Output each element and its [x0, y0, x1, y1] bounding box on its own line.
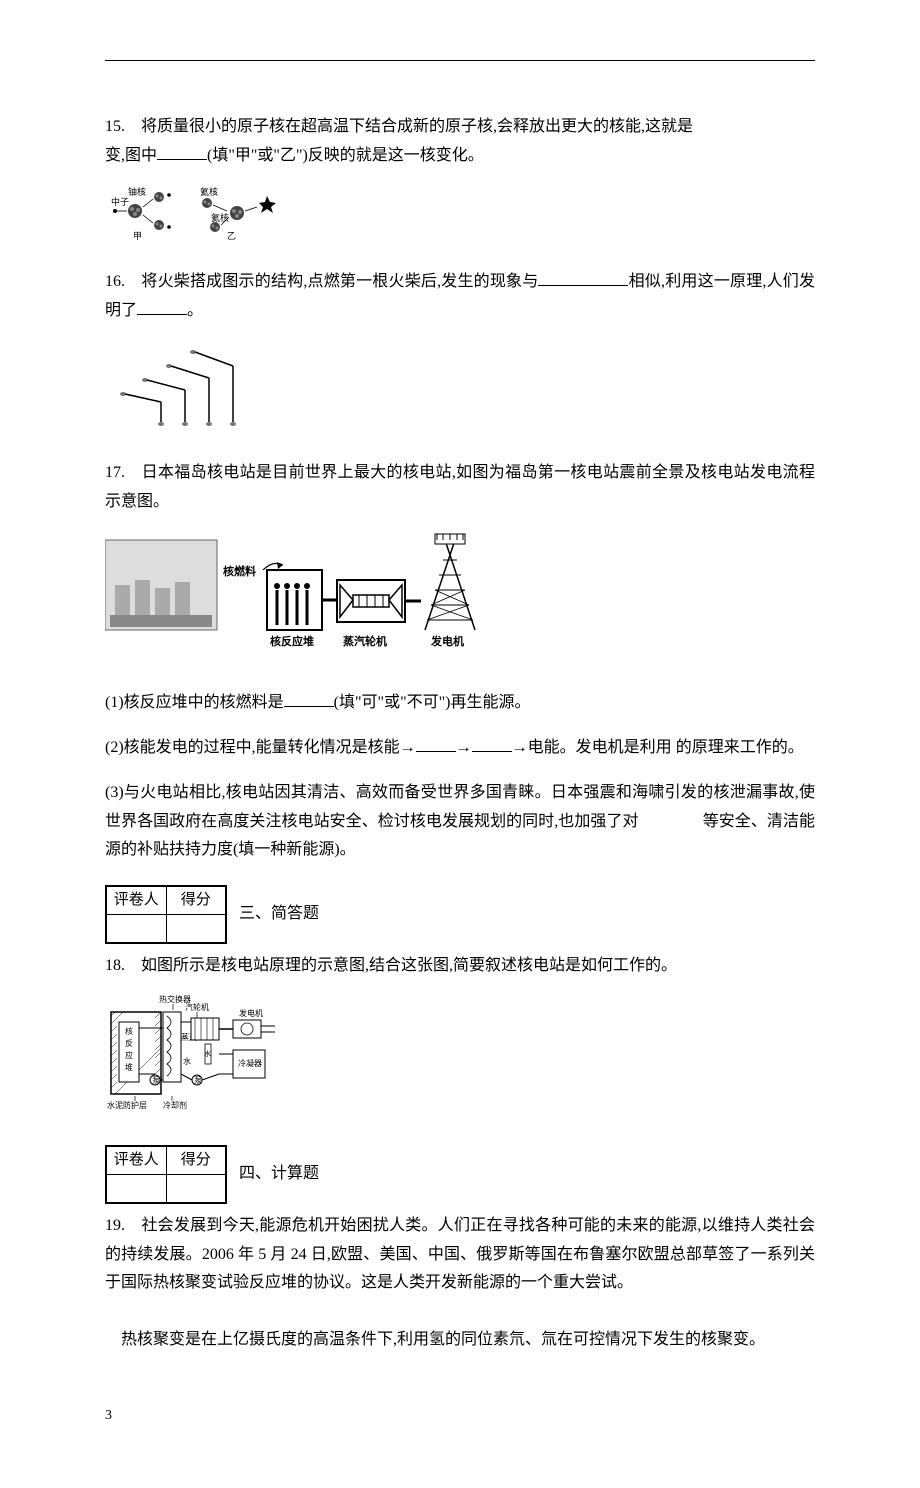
- sch-turbine-label: 汽轮机: [185, 1002, 209, 1012]
- score-table-4: 评卷人 得分: [105, 1145, 227, 1204]
- q16-text3: 。: [187, 302, 203, 319]
- condenser-label: 冷凝器: [238, 1058, 262, 1068]
- grader-header: 评卷人: [106, 886, 166, 915]
- score-cell: [166, 915, 226, 943]
- q17-sub2: (2)核能发电的过程中,能量转化情况是核能→ → →电能。发电机是利用 的原理来工作…: [105, 734, 815, 763]
- reactor-char2: 反: [125, 1038, 133, 1048]
- top-divider: [105, 60, 815, 61]
- question-19-p1: 19. 社会发展到今天,能源危机开始困扰人类。人们正在寻找各种可能的未来的能源,…: [105, 1212, 815, 1298]
- water-label: 水: [183, 1056, 191, 1066]
- coolant-label: 冷却剂: [163, 1100, 187, 1110]
- q16-blank2: [137, 297, 187, 315]
- score-header-4: 得分: [166, 1146, 226, 1175]
- q17-figure: 核燃料 核反应堆 蒸汽轮机: [105, 530, 815, 671]
- q17-sub3-text: (3)与火电站相比,核电站因其清洁、高效而备受世界多国青睐。日本强震和海啸引发的…: [105, 784, 815, 859]
- q17-blank2b: [472, 734, 512, 752]
- q15-figure: 中子 铀核 甲 氦核: [105, 185, 815, 251]
- q17-blank2a: [416, 734, 456, 752]
- nuclear-plant-diagram: 核燃料 核反应堆 蒸汽轮机: [105, 530, 485, 660]
- section-4-header: 评卷人 得分 四、计算题: [105, 1145, 815, 1204]
- q17-sub2-b: →: [456, 739, 472, 756]
- q15-text2: 变,图中: [105, 147, 157, 164]
- q15-text1: 15. 将质量很小的原子核在超高温下结合成新的原子核,会释放出更大的核能,这就是: [105, 118, 693, 135]
- helium-label2: 氦核: [211, 212, 229, 223]
- q17-sub1-b: (填"可"或"不可")再生能源。: [334, 694, 531, 711]
- question-18: 18. 如图所示是核电站原理的示意图,结合这张图,简要叙述核电站是如何工作的。: [105, 952, 815, 981]
- turbine-label: 蒸汽轮机: [343, 634, 387, 648]
- grader-header-4: 评卷人: [106, 1146, 166, 1175]
- reactor-char1: 核: [125, 1026, 133, 1036]
- score-cell-4: [166, 1175, 226, 1203]
- pump1-label: 泵: [152, 1076, 160, 1085]
- section-4-title: 四、计算题: [239, 1160, 319, 1189]
- nuclear-schematic: 热交换器 汽轮机 发电机 核 反 应 堆 泵 蒸: [105, 994, 285, 1114]
- shield-label: 水泥防护层: [107, 1100, 147, 1110]
- q17-intro: 17. 日本福岛核电站是目前世界上最大的核电站,如图为福岛第一核电站震前全景及核…: [105, 464, 815, 510]
- section-3-title: 三、简答题: [239, 900, 319, 929]
- q15-blank: [157, 142, 207, 160]
- score-header: 得分: [166, 886, 226, 915]
- page-number: 3: [105, 1403, 815, 1428]
- q16-text1: 16. 将火柴搭成图示的结构,点燃第一根火柴后,发生的现象与: [105, 273, 538, 290]
- neutron-label: 中子: [111, 196, 129, 207]
- question-16: 16. 将火柴搭成图示的结构,点燃第一根火柴后,发生的现象与相似,利用这一原理,…: [105, 268, 815, 326]
- q16-blank1: [538, 268, 628, 286]
- grader-cell-4: [106, 1175, 166, 1203]
- q17-sub1: (1)核反应堆中的核燃料是 (填"可"或"不可")再生能源。: [105, 689, 815, 718]
- helium-label: 氦核: [200, 186, 218, 197]
- reactor-char3: 应: [125, 1050, 133, 1060]
- reactor-char4: 堆: [125, 1062, 133, 1072]
- q18-figure: 热交换器 汽轮机 发电机 核 反 应 堆 泵 蒸: [105, 994, 815, 1125]
- uranium-label: 铀核: [128, 186, 146, 197]
- q17-blank1: [284, 689, 334, 707]
- fuel-label: 核燃料: [223, 564, 256, 578]
- pump2-label: 泵: [194, 1076, 202, 1085]
- matches-diagram: [115, 340, 245, 430]
- q17-sub1-a: (1)核反应堆中的核燃料是: [105, 694, 284, 711]
- q16-figure: [105, 340, 815, 441]
- generator-label: 发电机: [430, 634, 464, 648]
- question-19-p2: 热核聚变是在上亿摄氏度的高温条件下,利用氢的同位素氘、氚在可控情况下发生的核聚变…: [105, 1326, 815, 1355]
- section-3-header: 评卷人 得分 三、简答题: [105, 885, 815, 944]
- score-table-3: 评卷人 得分: [105, 885, 227, 944]
- q15-text3: (填"甲"或"乙")反映的就是这一核变化。: [207, 147, 484, 164]
- left-label: 甲: [133, 231, 142, 240]
- grader-cell: [106, 915, 166, 943]
- fusion-diagram: 中子 铀核 甲 氦核: [105, 185, 290, 240]
- q17-sub3: (3)与火电站相比,核电站因其清洁、高效而备受世界多国青睐。日本强震和海啸引发的…: [105, 779, 815, 865]
- right-label: 乙: [227, 231, 236, 240]
- reactor-label: 核反应堆: [270, 634, 314, 648]
- q17-sub2-a: (2)核能发电的过程中,能量转化情况是核能→: [105, 739, 416, 756]
- q17-sub2-d: 的原理来工作的。: [676, 739, 804, 756]
- water-label2: 水: [204, 1049, 211, 1058]
- q19-para1: 19. 社会发展到今天,能源危机开始困扰人类。人们正在寻找各种可能的未来的能源,…: [105, 1217, 815, 1292]
- q18-text: 18. 如图所示是核电站原理的示意图,结合这张图,简要叙述核电站是如何工作的。: [105, 957, 677, 974]
- question-15: 15. 将质量很小的原子核在超高温下结合成新的原子核,会释放出更大的核能,这就是…: [105, 113, 815, 171]
- q19-para2: 热核聚变是在上亿摄氏度的高温条件下,利用氢的同位素氘、氚在可控情况下发生的核聚变…: [105, 1331, 765, 1348]
- question-17-intro: 17. 日本福岛核电站是目前世界上最大的核电站,如图为福岛第一核电站震前全景及核…: [105, 459, 815, 517]
- sch-generator-label: 发电机: [239, 1008, 263, 1018]
- q17-sub2-c: →电能。发电机是利用: [512, 739, 672, 756]
